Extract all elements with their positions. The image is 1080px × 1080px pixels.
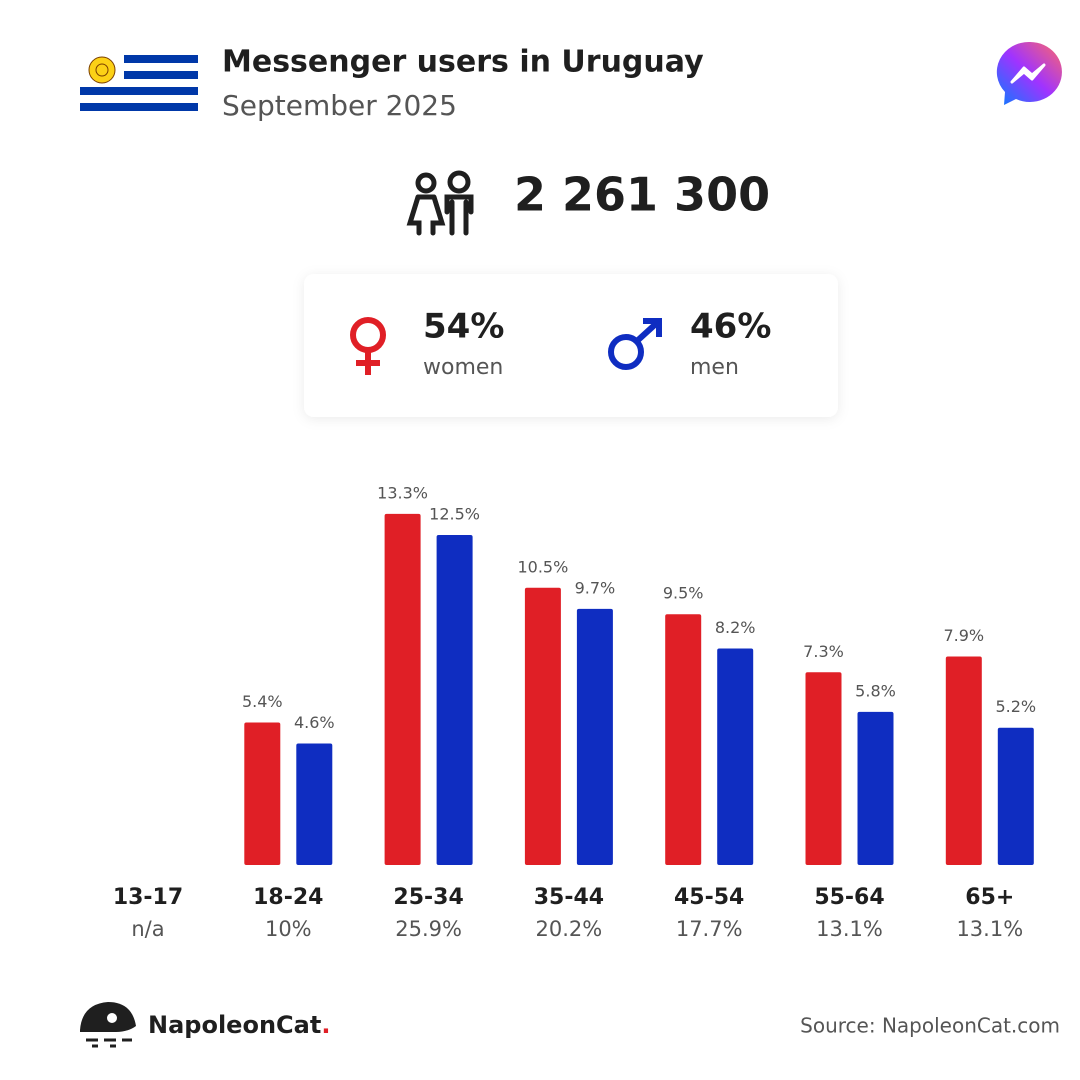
female-icon <box>350 317 386 375</box>
flag <box>80 47 198 119</box>
value-label: 7.3% <box>803 642 844 661</box>
messenger-icon <box>996 41 1062 105</box>
category-label: 65+ <box>965 885 1014 910</box>
source: Source: NapoleonCat.com <box>800 1014 1060 1038</box>
value-label: 4.6% <box>294 713 335 732</box>
value-label: 5.8% <box>855 681 896 700</box>
category-share: n/a <box>131 917 164 941</box>
gender-card <box>304 274 838 417</box>
category-share: 13.1% <box>816 917 883 941</box>
category-share: 13.1% <box>956 917 1023 941</box>
category-label: 45-54 <box>674 885 744 910</box>
people-icon <box>406 170 474 236</box>
value-label: 12.5% <box>429 505 480 524</box>
napoleoncat-logo <box>80 1002 136 1048</box>
category-label: 55-64 <box>814 885 884 910</box>
brand-dot: . <box>321 1011 330 1039</box>
category-share: 20.2% <box>536 917 603 941</box>
bar <box>296 743 333 865</box>
bar-chart: 13-17n/a18-2410%5.4%4.6%25-3425.9%13.3%1… <box>113 483 1036 941</box>
value-label: 13.3% <box>377 483 428 502</box>
bar <box>945 656 982 865</box>
bar <box>524 587 561 865</box>
brand-name: NapoleonCat <box>148 1011 321 1039</box>
value-label: 10.5% <box>517 557 568 576</box>
women-label: women <box>423 355 503 380</box>
women-share: 54% <box>423 307 504 347</box>
category-label: 35-44 <box>534 885 604 910</box>
category-label: 18-24 <box>253 885 323 910</box>
value-label: 7.9% <box>943 626 984 645</box>
bar <box>665 614 702 865</box>
value-label: 9.5% <box>663 584 704 603</box>
bar <box>576 608 613 865</box>
value-label: 9.7% <box>575 578 616 597</box>
men-label: men <box>690 355 739 380</box>
bar <box>717 648 754 865</box>
value-label: 8.2% <box>715 618 756 637</box>
category-share: 10% <box>265 917 312 941</box>
bar <box>244 722 281 865</box>
bar <box>857 711 894 865</box>
men-share: 46% <box>690 307 771 347</box>
subtitle: September 2025 <box>222 89 457 122</box>
brand: NapoleonCat. <box>148 1011 330 1039</box>
total-users: 2 261 300 <box>514 168 770 222</box>
category-share: 17.7% <box>676 917 743 941</box>
value-label: 5.2% <box>995 697 1036 716</box>
bar <box>805 672 842 865</box>
bar <box>997 727 1034 865</box>
category-label: 13-17 <box>113 885 183 910</box>
bar <box>436 535 473 865</box>
title: Messenger users in Uruguay <box>222 45 704 80</box>
category-share: 25.9% <box>395 917 462 941</box>
value-label: 5.4% <box>242 692 283 711</box>
male-icon <box>608 318 662 370</box>
bar <box>384 513 421 865</box>
category-label: 25-34 <box>393 885 463 910</box>
